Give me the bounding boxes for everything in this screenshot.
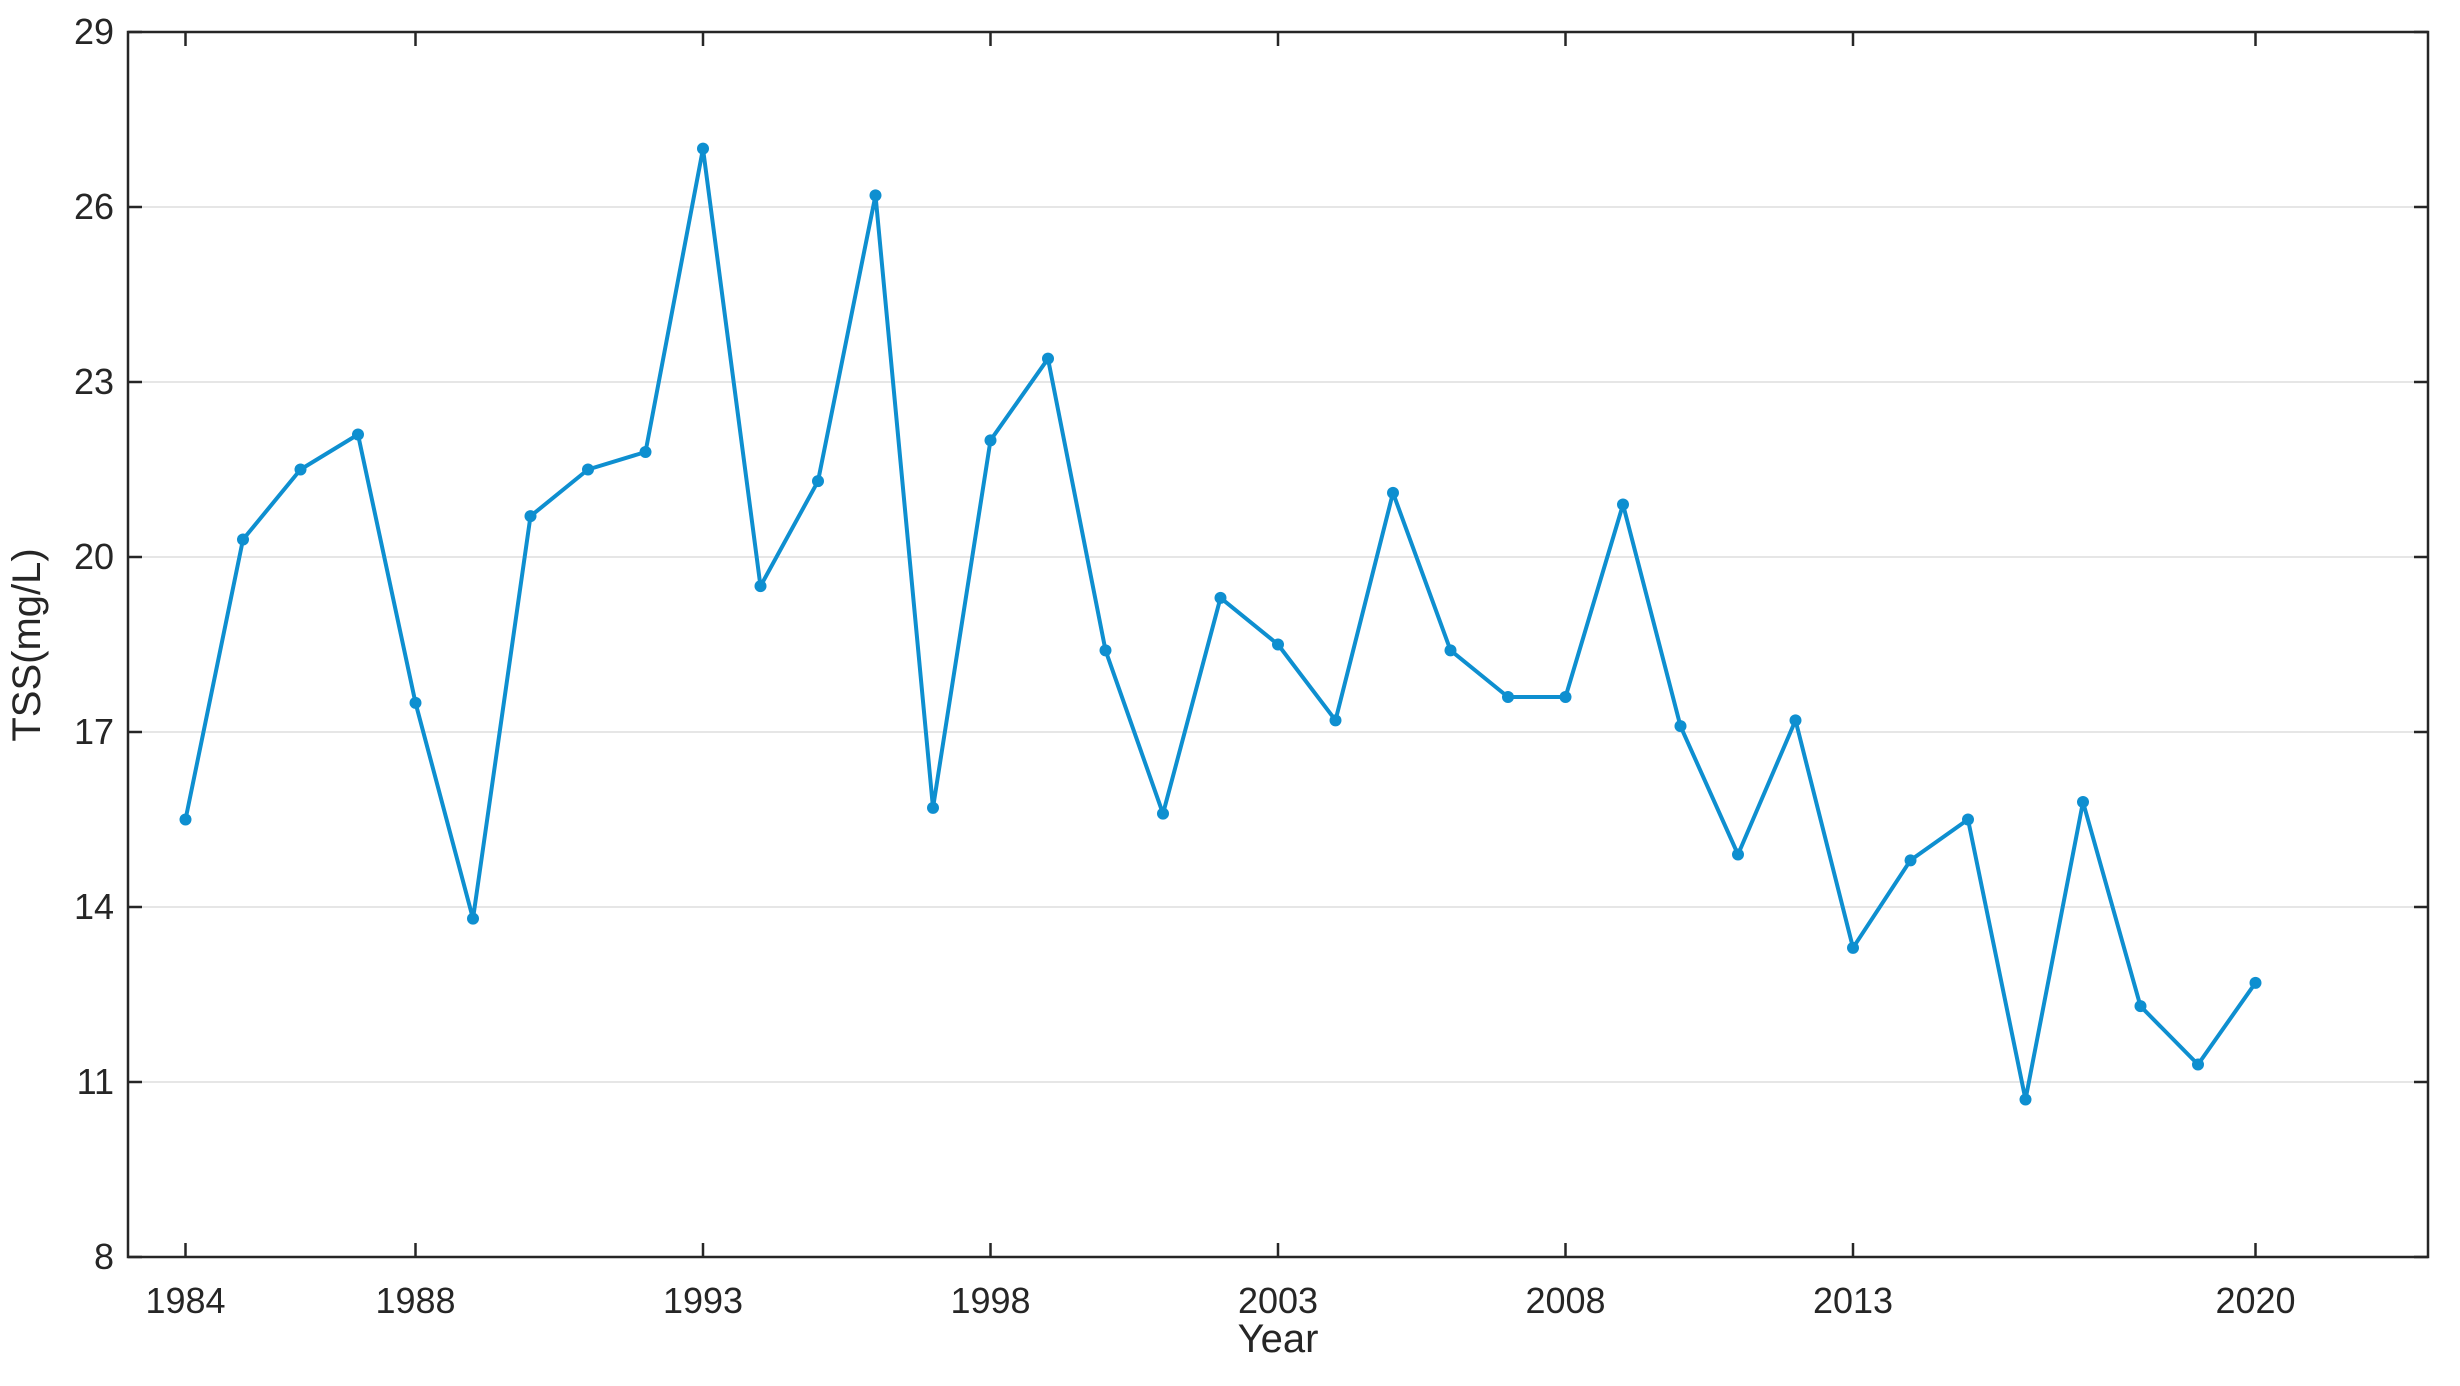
data-point xyxy=(2192,1058,2204,1071)
data-point xyxy=(697,142,709,155)
data-point xyxy=(1617,498,1629,511)
data-point xyxy=(2134,1000,2147,1013)
data-point xyxy=(1904,854,1917,867)
data-point xyxy=(869,189,882,202)
data-point xyxy=(1329,714,1342,727)
data-point xyxy=(1157,807,1169,820)
data-series xyxy=(179,142,2262,1106)
data-point xyxy=(582,463,594,476)
x-tick-label: 2003 xyxy=(1238,1280,1318,1321)
data-point xyxy=(812,475,824,488)
x-tick-label: 1998 xyxy=(950,1280,1030,1321)
data-point xyxy=(1042,352,1054,365)
data-point xyxy=(294,463,307,476)
x-tick-label: 1988 xyxy=(375,1280,455,1321)
y-axis-label: TSS(mg/L) xyxy=(5,548,49,741)
data-point xyxy=(754,580,767,593)
data-point xyxy=(1847,941,1859,954)
y-tick-label: 14 xyxy=(74,886,114,927)
x-tick-label: 2008 xyxy=(1525,1280,1605,1321)
data-point xyxy=(179,813,192,826)
data-point xyxy=(639,446,652,458)
grid-lines xyxy=(128,206,2428,1083)
y-tick-label: 11 xyxy=(77,1061,114,1102)
data-point xyxy=(409,696,422,709)
data-point xyxy=(1214,591,1227,604)
y-tick-label: 20 xyxy=(74,536,114,577)
data-point xyxy=(1099,644,1112,657)
data-point xyxy=(927,801,939,814)
y-tick-label: 8 xyxy=(94,1236,114,1277)
y-tick-label: 26 xyxy=(74,186,114,227)
x-tick-label: 1993 xyxy=(663,1280,743,1321)
data-point xyxy=(984,434,997,447)
axis-ticks: 8 11 14 17 20 23 26 29 1984 1988 1993 1998 2003 2008 2… xyxy=(74,11,2428,1321)
data-point xyxy=(1444,644,1457,657)
x-axis-label: Year xyxy=(1238,1317,1319,1361)
data-point xyxy=(1789,714,1802,727)
y-tick-label: 17 xyxy=(74,711,114,752)
data-point xyxy=(1732,848,1744,861)
data-point xyxy=(467,912,479,925)
data-point xyxy=(524,510,537,523)
data-point xyxy=(2249,976,2262,989)
data-point xyxy=(2019,1093,2032,1106)
x-tick-label: 1984 xyxy=(145,1280,225,1321)
data-point xyxy=(1387,486,1399,499)
data-point xyxy=(2077,796,2089,808)
y-tick-label: 23 xyxy=(74,361,114,402)
data-point xyxy=(1502,691,1514,703)
data-point xyxy=(1674,720,1687,733)
series-line xyxy=(183,146,2258,1102)
y-tick-label: 29 xyxy=(74,11,114,52)
data-point xyxy=(237,533,249,546)
data-point xyxy=(1962,813,1974,826)
x-tick-label: 2013 xyxy=(1813,1280,1893,1321)
data-point xyxy=(1559,691,1572,703)
data-point xyxy=(352,428,364,441)
data-point xyxy=(1272,638,1284,651)
x-tick-label: 2020 xyxy=(2215,1280,2295,1321)
